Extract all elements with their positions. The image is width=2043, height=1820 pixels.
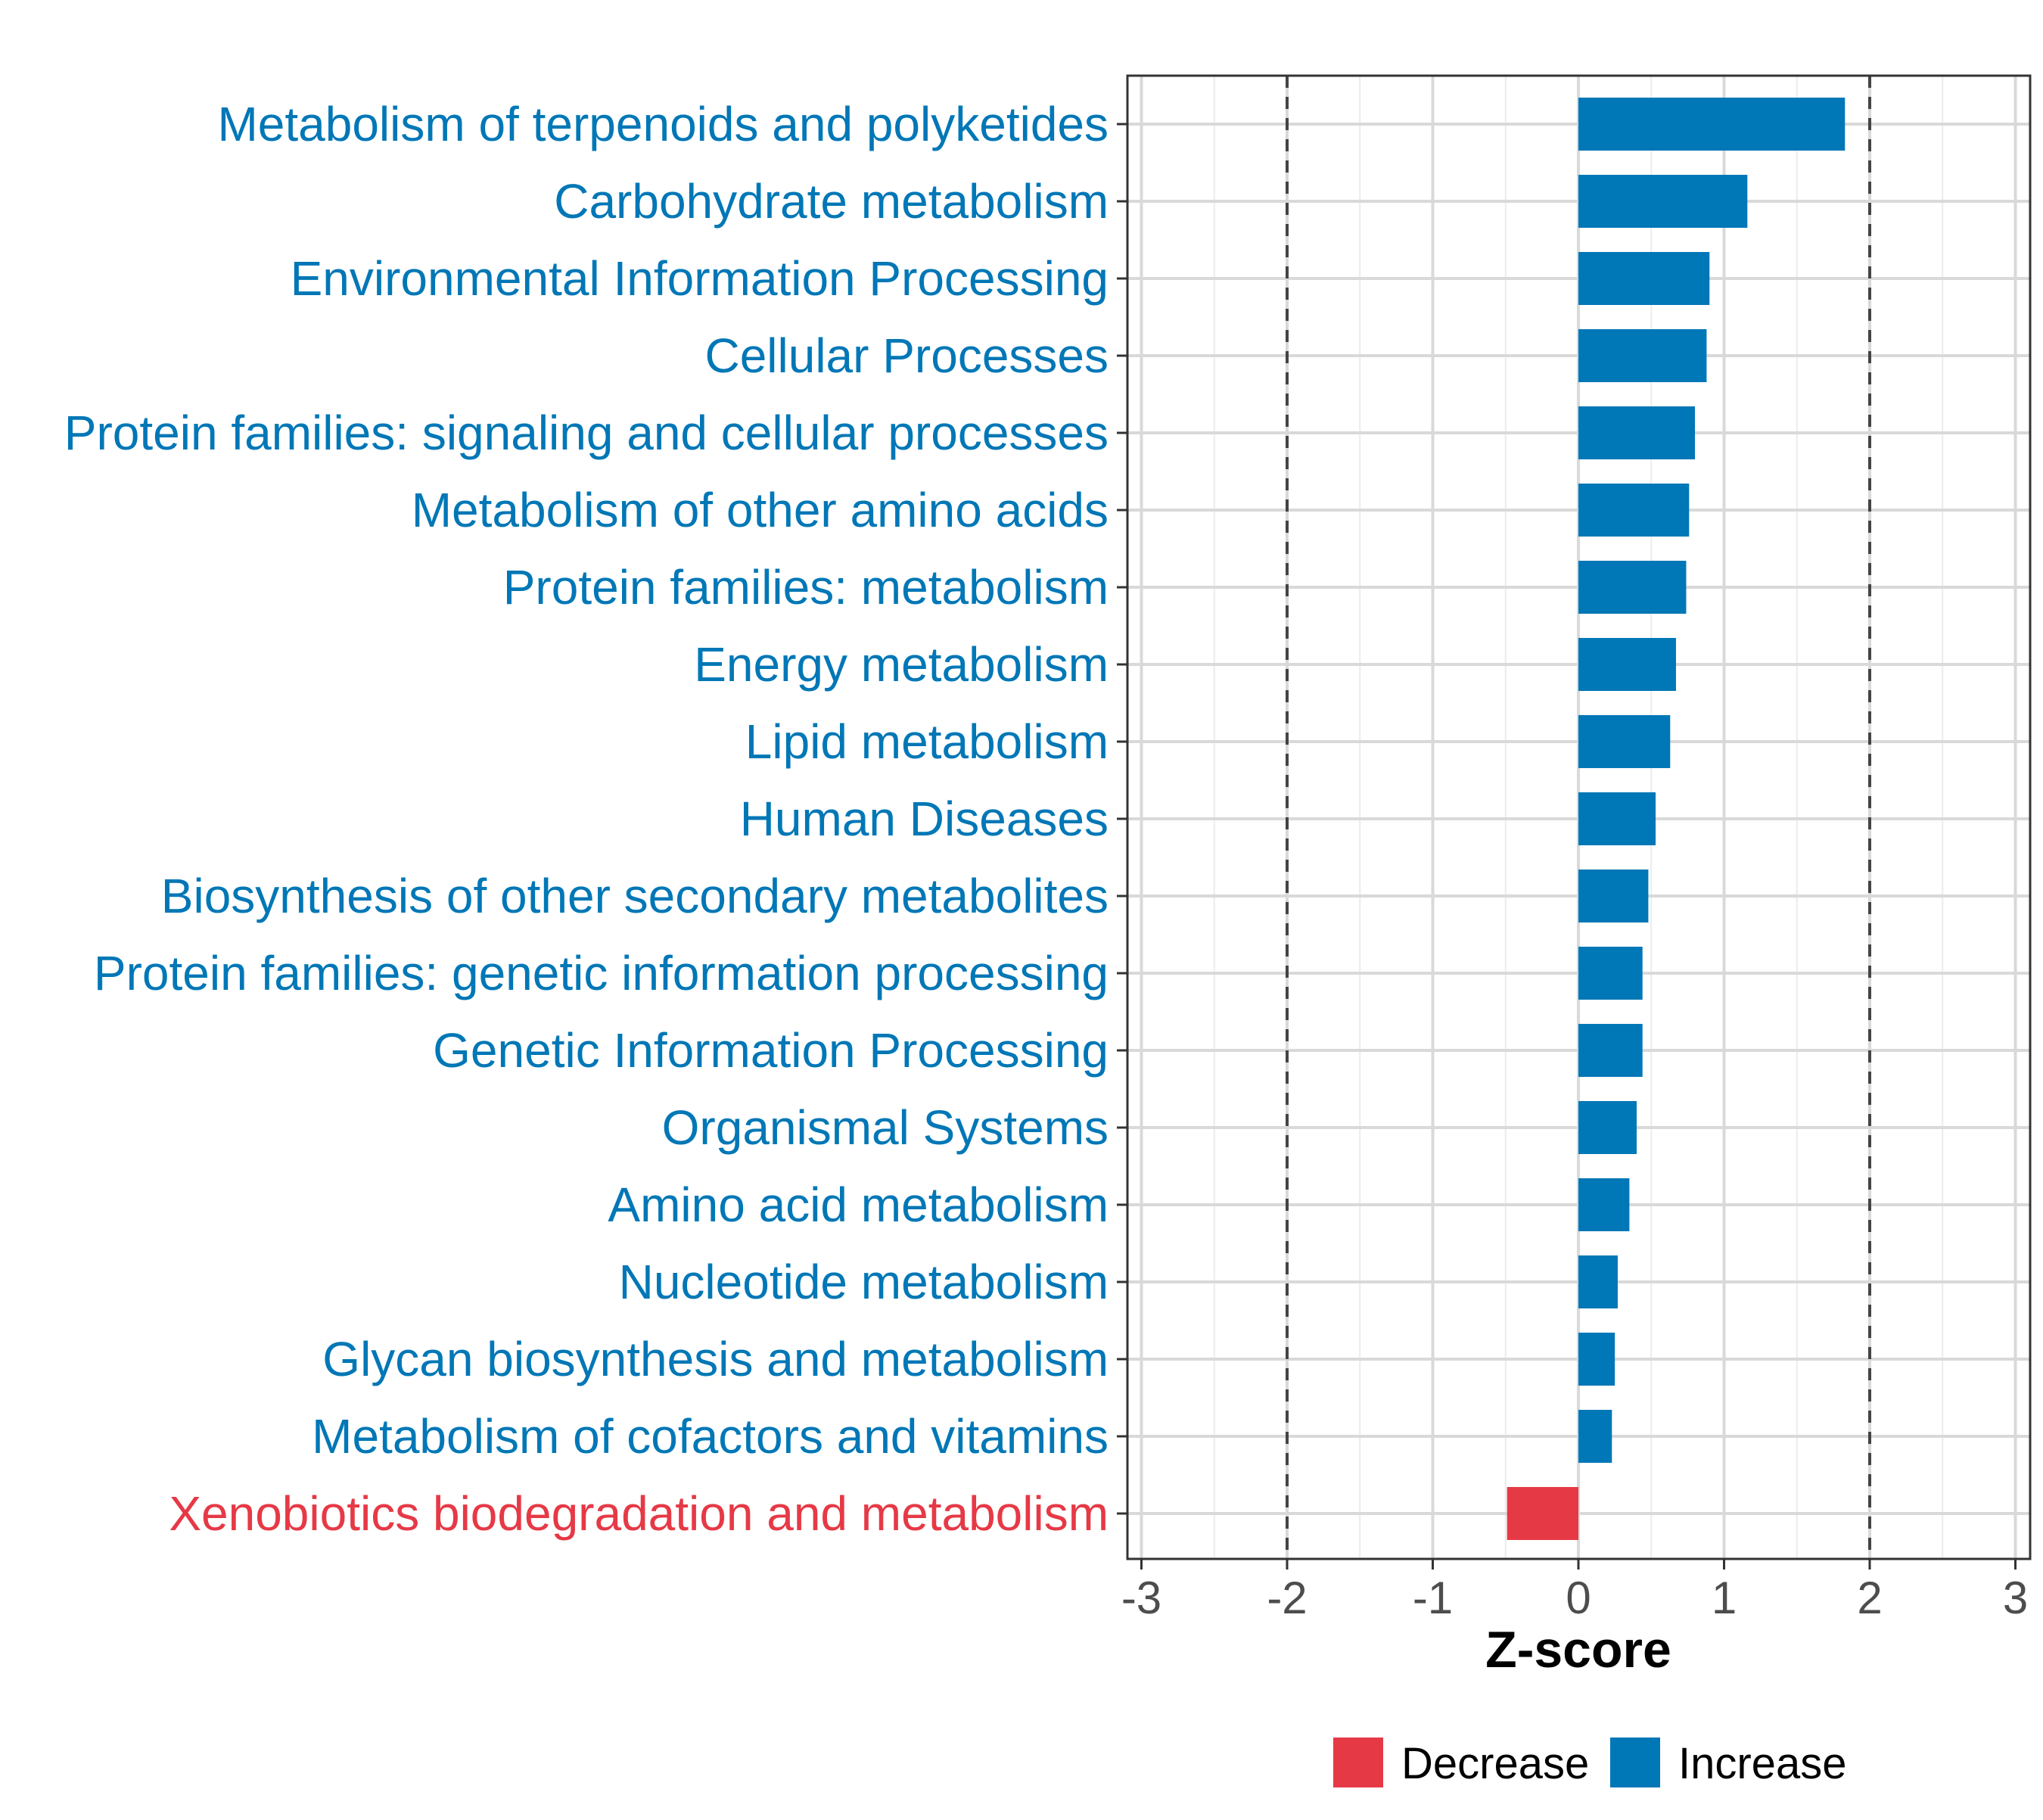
category-label: Organismal Systems (662, 1100, 1109, 1155)
legend-label-increase: Increase (1678, 1739, 1846, 1788)
bars-layer (1507, 98, 1846, 1540)
category-label: Glycan biosynthesis and metabolism (322, 1332, 1109, 1386)
x-tick-label: -1 (1413, 1573, 1453, 1623)
legend: Decrease Increase (1333, 1738, 1846, 1788)
x-axis-title: Z-score (1485, 1621, 1671, 1678)
x-tick-label: -3 (1121, 1573, 1161, 1623)
x-tick-label: 2 (1857, 1573, 1882, 1623)
category-label: Protein families: metabolism (503, 560, 1109, 614)
category-label: Metabolism of cofactors and vitamins (312, 1409, 1109, 1464)
x-tick-label: 1 (1712, 1573, 1737, 1623)
legend-key-increase (1610, 1738, 1660, 1787)
bar-increase (1578, 870, 1649, 922)
bar-increase (1578, 252, 1710, 305)
category-label: Environmental Information Processing (291, 251, 1109, 306)
bar-increase (1578, 406, 1695, 459)
legend-key-decrease (1333, 1738, 1383, 1787)
bar-increase (1578, 1024, 1643, 1077)
bar-increase (1578, 1255, 1618, 1308)
category-label: Metabolism of other amino acids (412, 483, 1109, 537)
category-label: Human Diseases (740, 792, 1109, 846)
category-label: Biosynthesis of other secondary metaboli… (161, 869, 1109, 923)
category-label: Energy metabolism (694, 637, 1109, 692)
bar-increase (1578, 947, 1643, 1000)
category-label: Protein families: genetic information pr… (94, 946, 1109, 1000)
bar-increase (1578, 1101, 1637, 1154)
bar-increase (1578, 329, 1707, 382)
bar-increase (1578, 484, 1690, 537)
category-label: Amino acid metabolism (608, 1178, 1109, 1232)
bar-increase (1578, 98, 1846, 151)
bar-increase (1578, 715, 1671, 768)
bar-decrease (1507, 1487, 1578, 1540)
category-labels: Metabolism of terpenoids and polyketides… (64, 97, 1127, 1541)
bar-increase (1578, 1333, 1615, 1386)
bar-increase (1578, 638, 1676, 691)
x-tick-label: 3 (2003, 1573, 2028, 1623)
category-label: Genetic Information Processing (433, 1023, 1109, 1078)
bar-increase (1578, 175, 1748, 228)
category-label: Metabolism of terpenoids and polyketides (217, 97, 1109, 151)
legend-label-decrease: Decrease (1401, 1739, 1589, 1788)
x-tick-label: -2 (1267, 1573, 1307, 1623)
x-axis-ticks: -3 -2 -1 0 1 2 3 (1121, 1559, 2028, 1623)
category-label: Nucleotide metabolism (619, 1255, 1109, 1309)
category-label: Carbohydrate metabolism (554, 174, 1109, 229)
category-label: Protein families: signaling and cellular… (64, 406, 1109, 460)
bar-increase (1578, 561, 1687, 614)
x-tick-label: 0 (1566, 1573, 1591, 1623)
category-label: Cellular Processes (704, 328, 1109, 383)
bar-increase (1578, 1410, 1612, 1463)
bar-increase (1578, 792, 1656, 845)
reference-lines (1286, 76, 1871, 1559)
bar-increase (1578, 1178, 1630, 1231)
category-label: Lipid metabolism (745, 714, 1109, 769)
category-label: Xenobiotics biodegradation and metabolis… (169, 1486, 1109, 1541)
